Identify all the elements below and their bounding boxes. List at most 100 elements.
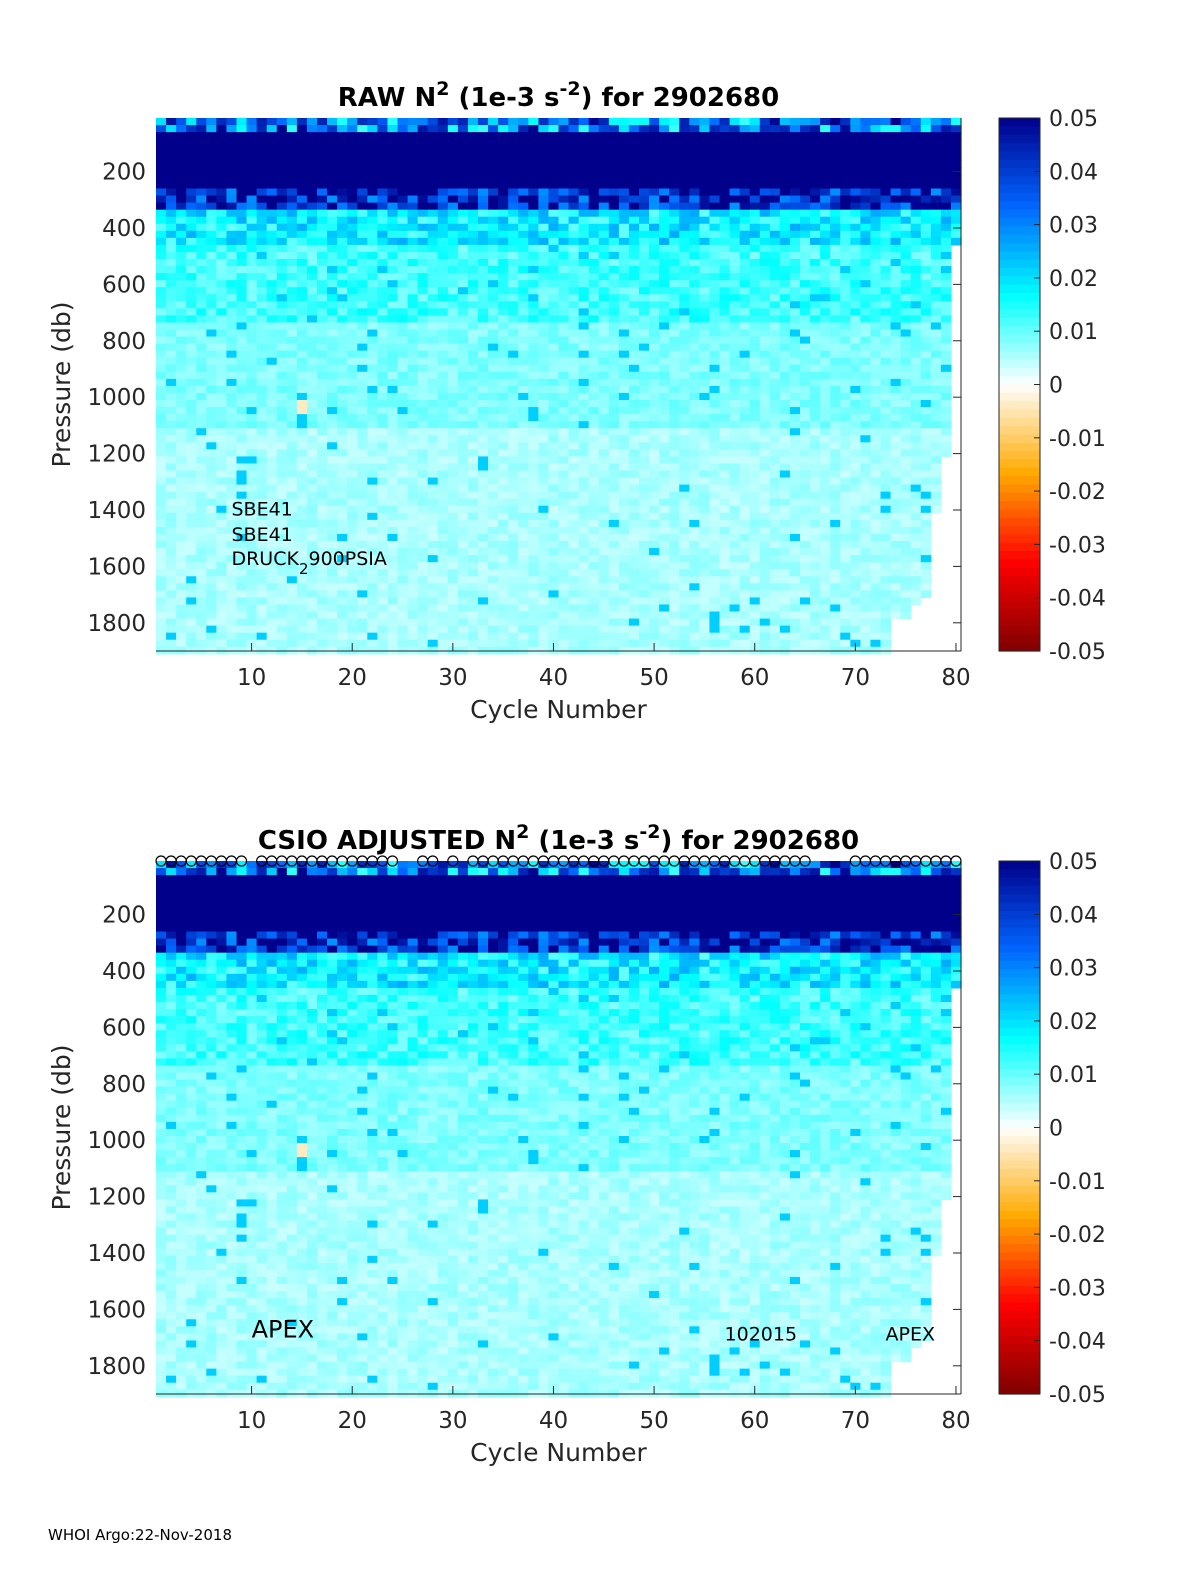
heatmap-cell [417, 251, 429, 260]
heatmap-cell [779, 435, 791, 443]
heatmap-cell [538, 477, 550, 486]
heatmap-cell [276, 364, 288, 373]
heatmap-cell [226, 132, 238, 140]
heatmap-cell [387, 421, 399, 429]
heatmap-cell [618, 251, 630, 260]
heatmap-cell [639, 266, 650, 274]
heatmap-cell [457, 322, 469, 331]
heatmap-cell [246, 555, 258, 563]
heatmap-cell [498, 336, 509, 345]
heatmap-cell [558, 512, 570, 521]
heatmap-cell [628, 632, 640, 641]
heatmap-cell [226, 470, 238, 479]
heatmap-cell [437, 435, 449, 443]
heatmap-cell [649, 435, 660, 443]
heatmap-cell [226, 195, 238, 204]
heatmap-cell [437, 181, 449, 190]
heatmap-cell [286, 378, 298, 387]
heatmap-cell [659, 350, 670, 359]
heatmap-cell [337, 597, 348, 606]
heatmap-cell [166, 188, 177, 197]
heatmap-cell [719, 498, 731, 507]
heatmap-cell [306, 407, 318, 415]
heatmap-cell [669, 132, 680, 140]
heatmap-cell [417, 555, 429, 563]
heatmap-cell [588, 555, 600, 563]
heatmap-cell [699, 533, 711, 542]
heatmap-cell [628, 174, 640, 183]
heatmap-cell [216, 237, 228, 246]
heatmap-cell [679, 414, 690, 422]
heatmap-cell [659, 209, 670, 218]
heatmap-cell [679, 280, 690, 288]
heatmap-cell [317, 597, 328, 606]
heatmap-cell [206, 414, 217, 422]
heatmap-cell [246, 273, 258, 281]
heatmap-cell [447, 146, 459, 154]
heatmap-cell [256, 273, 268, 281]
heatmap-cell [236, 139, 248, 147]
heatmap-cell [427, 519, 439, 528]
heatmap-cell [608, 125, 620, 133]
heatmap-cell [729, 470, 741, 479]
heatmap-cell [427, 385, 439, 394]
heatmap-cell [186, 400, 197, 408]
heatmap-cell [317, 209, 328, 218]
heatmap-cell [709, 357, 721, 366]
heatmap-cell [397, 407, 409, 415]
heatmap-cell [317, 132, 328, 140]
heatmap-cell [719, 611, 731, 620]
heatmap-cell [618, 449, 630, 458]
heatmap-cell [538, 512, 550, 521]
heatmap-cell [508, 329, 519, 338]
heatmap-cell [578, 188, 590, 197]
heatmap-cell [719, 181, 731, 190]
heatmap-cell [397, 209, 409, 218]
heatmap-cell [598, 611, 610, 620]
heatmap-cell [709, 435, 721, 443]
heatmap-cell [427, 188, 439, 197]
heatmap-cell [538, 315, 550, 324]
heatmap-cell [186, 526, 197, 535]
heatmap-cell [166, 301, 177, 309]
heatmap-cell [810, 125, 821, 133]
heatmap-cell [206, 153, 217, 161]
heatmap-cell [478, 195, 489, 204]
heatmap-cell [286, 202, 298, 211]
heatmap-cell [588, 209, 600, 218]
heatmap-cell [296, 146, 308, 154]
heatmap-cell [478, 414, 489, 422]
heatmap-cell [256, 562, 268, 570]
heatmap-cell [608, 414, 620, 422]
heatmap-cell [498, 160, 509, 168]
heatmap-cell [467, 301, 479, 309]
heatmap-cell [327, 301, 338, 309]
heatmap-cell [628, 639, 640, 648]
heatmap-cell [467, 428, 479, 436]
heatmap-cell [357, 230, 368, 239]
heatmap-cell [367, 125, 378, 133]
heatmap-cell [719, 357, 731, 366]
heatmap-cell [417, 385, 429, 394]
heatmap-cell [417, 491, 429, 500]
heatmap-cell [618, 174, 630, 183]
heatmap-cell [286, 251, 298, 260]
heatmap-cell [327, 357, 338, 366]
heatmap-cell [206, 223, 217, 232]
heatmap-cell [467, 266, 479, 274]
heatmap-cell [689, 449, 700, 458]
heatmap-cell [558, 364, 570, 373]
heatmap-cell [689, 237, 700, 246]
heatmap-cell [488, 569, 499, 577]
heatmap-cell [276, 308, 288, 317]
heatmap-cell [729, 512, 741, 521]
heatmap-cell [739, 195, 751, 204]
heatmap-cell [306, 435, 318, 443]
heatmap-cell [508, 477, 519, 486]
heatmap-cell [327, 498, 338, 507]
heatmap-cell [317, 139, 328, 147]
heatmap-cell [488, 315, 499, 324]
heatmap-cell [166, 611, 177, 620]
heatmap-cell [447, 576, 459, 584]
heatmap-cell [588, 449, 600, 458]
